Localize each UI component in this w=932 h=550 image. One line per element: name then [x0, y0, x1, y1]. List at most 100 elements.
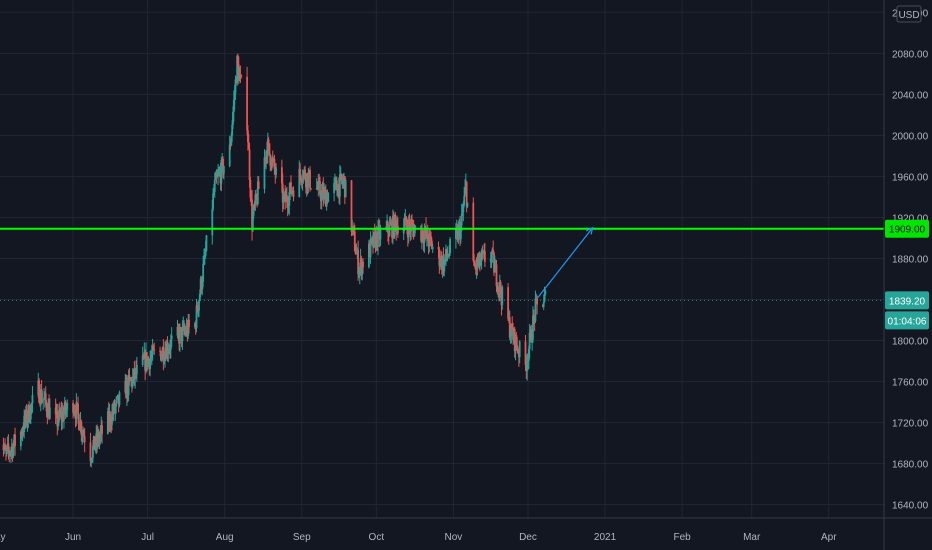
candle-body-up [10, 450, 12, 454]
candle-body-up [198, 300, 200, 311]
candle-body-down [299, 168, 302, 176]
candle-body-down [304, 169, 306, 180]
candle-body-down [445, 249, 448, 257]
time-tick-label: May [0, 532, 5, 543]
candle-body-down [147, 358, 150, 360]
candle-body-down [408, 220, 411, 227]
candle-body-down [251, 199, 253, 231]
currency-button[interactable]: USD [896, 5, 922, 23]
candle-body-down [25, 409, 28, 424]
candle-body-down [394, 215, 397, 222]
candle-body-up [30, 403, 33, 405]
candle-body-up [271, 158, 273, 168]
price-tick-label: 1800.00 [892, 337, 929, 348]
candle-body-up [205, 235, 208, 251]
candle-body-up [369, 238, 372, 258]
candle-body-up [464, 187, 466, 197]
time-tick-label: Mar [743, 532, 761, 543]
candle-body-down [292, 190, 295, 197]
candle-body-up [131, 376, 134, 387]
candle-body-up [282, 194, 285, 203]
candle-body-up [75, 402, 78, 420]
candle-body-up [90, 460, 93, 462]
candle-body-up [454, 229, 457, 240]
candle-body-up [218, 172, 220, 175]
candle-body-up [531, 339, 534, 342]
candle-body-down [77, 414, 80, 430]
candle-body-up [43, 397, 45, 400]
candle-body-up [532, 315, 534, 340]
candle-body-down [340, 174, 343, 181]
candle-body-down [335, 180, 338, 191]
candle-body-up [203, 255, 206, 257]
candle-body-up [217, 174, 219, 177]
candle-body-up [501, 287, 504, 306]
candle-body-up [149, 358, 152, 369]
candle-body-up [542, 301, 545, 307]
price-badges: 1909.00 1839.20 01:04:06 [885, 219, 929, 330]
candle-body-down [153, 349, 156, 351]
candle-body-up [439, 263, 442, 266]
candle-body-up [195, 305, 198, 329]
candle-body-up [327, 193, 330, 203]
candle-body-up [509, 335, 512, 338]
candle-body-down [237, 55, 239, 65]
candle-body-down [350, 180, 353, 232]
candle-body-up [444, 258, 447, 260]
candle-body-up [238, 74, 241, 82]
candle-body-up [201, 281, 204, 290]
candle-body-up [372, 232, 375, 247]
candle-body-up [168, 349, 171, 352]
time-axis[interactable]: May Jun Jul Aug Sep Oct Nov Dec 2021 Feb Mar Apr [0, 532, 837, 543]
candle-body-up [393, 215, 396, 237]
candle-body-up [402, 227, 405, 234]
price-axis[interactable]: 1640.001680.001720.001760.001800.001840.… [892, 8, 929, 511]
price-tick-label: 1920.00 [892, 213, 929, 224]
currency-label[interactable]: USD [898, 10, 919, 21]
candle-body-up [197, 310, 200, 312]
candle-body-down [524, 341, 527, 365]
candle-body-up [323, 191, 326, 200]
candle-body-down [495, 264, 498, 287]
grid-lines [0, 0, 884, 518]
price-tick-label: 2080.00 [892, 49, 929, 60]
candle-body-down [267, 139, 270, 144]
level-price-badge [885, 219, 929, 238]
candle-body-up [334, 180, 336, 184]
candle-body-up [65, 409, 68, 413]
candle-body-up [114, 406, 117, 412]
price-tick-label: 1720.00 [892, 419, 929, 430]
candle-body-up [118, 392, 121, 406]
candle-body-down [493, 252, 495, 273]
candle-body-up [252, 205, 255, 216]
candle-body-down [56, 411, 59, 427]
candle-body-down [389, 224, 392, 226]
candle-body-down [247, 130, 249, 143]
time-tick-label: Apr [821, 532, 837, 543]
candle-body-up [216, 176, 219, 178]
candle-body-up [254, 194, 257, 206]
candle-body-down [72, 403, 74, 413]
candle-body-up [127, 375, 130, 396]
candle-body-up [66, 403, 69, 410]
time-tick-label: Aug [216, 532, 234, 543]
candle-body-up [361, 262, 364, 275]
candle-body-up [463, 196, 466, 206]
currency-box[interactable] [896, 5, 922, 23]
candle-body-up [338, 174, 341, 197]
candle-body-up [388, 224, 391, 236]
candle-body-up [526, 361, 529, 371]
candle-body-up [466, 202, 469, 207]
candle-body-up [534, 298, 537, 322]
candle-body-up [449, 239, 451, 254]
candle-body-down [508, 317, 511, 338]
price-tick-label: 1880.00 [892, 254, 929, 265]
candle-body-up [230, 135, 233, 146]
candle-body-down [247, 142, 250, 150]
candle-body-down [362, 262, 364, 268]
candle-body-up [91, 457, 94, 461]
candle-body-down [405, 216, 408, 226]
